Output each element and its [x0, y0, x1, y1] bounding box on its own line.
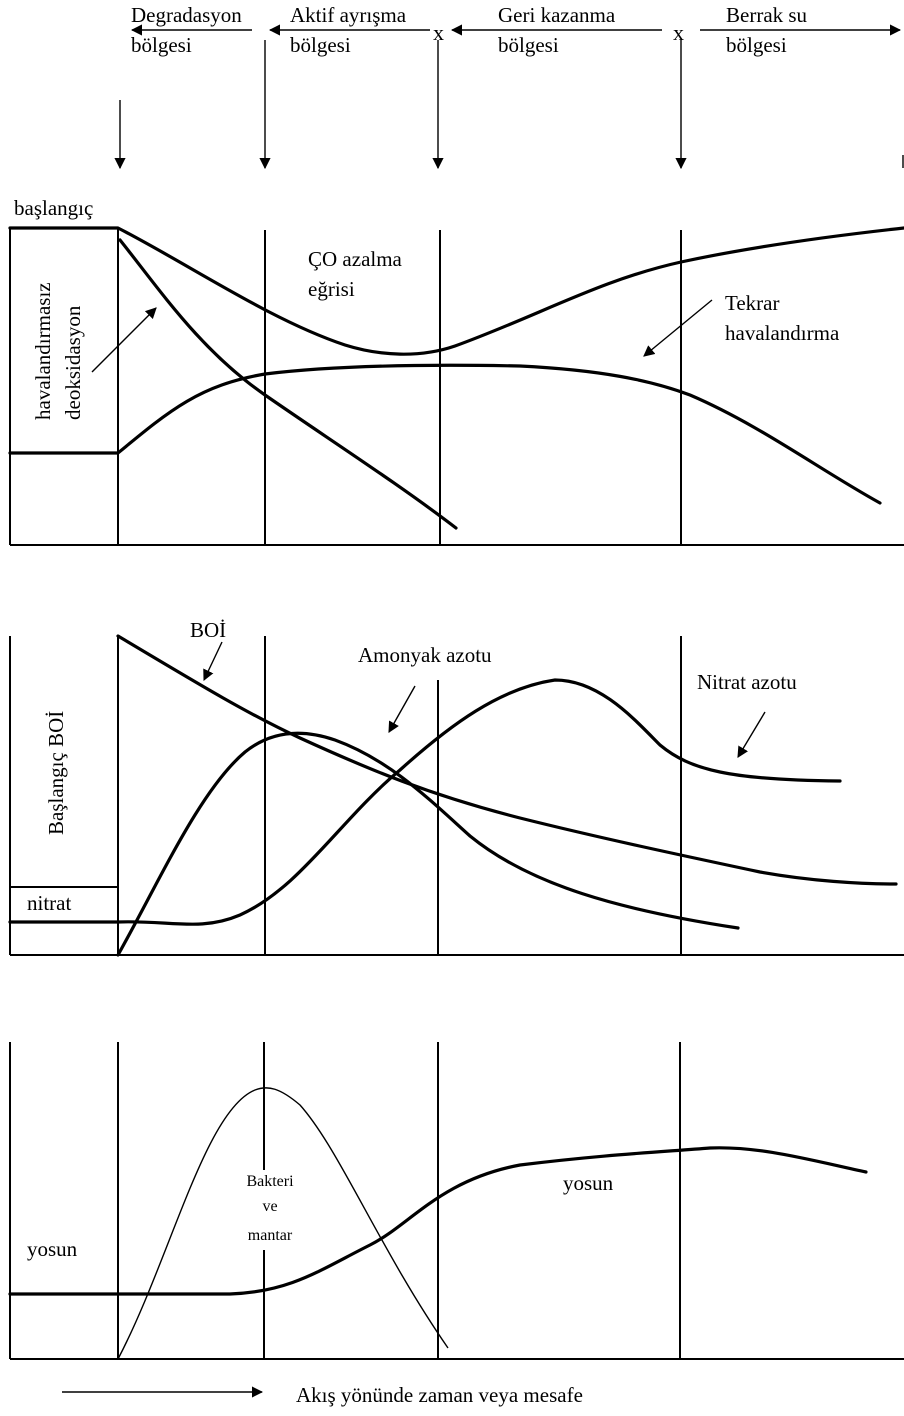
deoxygenation-label-line1: havalandırmasız: [31, 282, 55, 420]
deoxygenation-label-group: havalandırmasız: [31, 282, 55, 420]
bacteria-label-line3: mantar: [248, 1227, 293, 1244]
ammonia-label: Amonyak azotu: [358, 643, 492, 667]
ammonia-pointer-arrow: [388, 685, 416, 733]
deoxygenation-pointer-arrow: [91, 307, 157, 373]
reaeration-curve: [8, 363, 882, 505]
flow-direction-label: Akış yönünde zaman veya mesafe: [296, 1383, 583, 1407]
bod-label: BOİ: [190, 618, 226, 642]
zone-header: Degradasyon bölgesi Aktif ayrışma bölges…: [114, 3, 904, 170]
bacteria-label-line1: Bakteri: [246, 1173, 294, 1190]
zone-recovery-title: Geri kazanma: [498, 3, 616, 27]
zone-active-title: Aktif ayrışma: [290, 3, 407, 27]
algae-curve: [8, 1146, 868, 1296]
oxygen-sag-label-line2: eğrisi: [308, 277, 355, 301]
zone-clear-subtitle: bölgesi: [726, 33, 787, 57]
zone-recovery-subtitle: bölgesi: [498, 33, 559, 57]
nitrate-label: nitrat: [27, 891, 71, 915]
initial-oxygen-label: başlangıç: [14, 196, 93, 220]
bod-curve: [116, 634, 898, 886]
zone-active-subtitle: bölgesi: [290, 33, 351, 57]
bacteria-fungi-curve: [117, 1087, 449, 1360]
zone-boundary-mark: x: [433, 20, 444, 45]
reaeration-pointer-arrow: [643, 299, 713, 357]
zone-degradation-title: Degradasyon: [131, 3, 242, 27]
oxygen-sag-label-line1: ÇO azalma: [308, 247, 403, 271]
nitrate-pointer-arrow: [737, 711, 766, 758]
ammonia-nitrogen-curve: [116, 731, 740, 957]
zone-boundary-mark: x: [673, 20, 684, 45]
zone-degradation-subtitle: bölgesi: [131, 33, 192, 57]
bacteria-label-line2: ve: [262, 1198, 277, 1215]
nitrate-nitrogen-label: Nitrat azotu: [697, 670, 797, 694]
algae-right-label: yosun: [563, 1171, 614, 1195]
flow-direction: Akış yönünde zaman veya mesafe: [62, 1383, 583, 1407]
bod-pointer-arrow: [203, 641, 223, 682]
nitrogen-panel: BOİ Başlangıç BOİ Amonyak azotu Nitrat a…: [8, 618, 904, 957]
oxygen-panel: başlangıç havalandırmasız deoksidasyon Ç…: [8, 196, 904, 546]
initial-bod-label: Başlangıç BOİ: [44, 711, 68, 835]
deoxygenation-label-line2: deoksidasyon: [61, 305, 85, 420]
reaeration-label-line1: Tekrar: [725, 291, 780, 315]
zone-clear-title: Berrak su: [726, 3, 808, 27]
oxygen-sag-curve: [8, 226, 904, 356]
reaeration-label-line2: havalandırma: [725, 321, 840, 345]
biota-panel: yosun yosun Bakteri ve mantar: [8, 1042, 904, 1360]
deoxygenation-line: [118, 238, 458, 530]
algae-left-label: yosun: [27, 1237, 78, 1261]
nitrate-nitrogen-curve: [8, 678, 842, 926]
